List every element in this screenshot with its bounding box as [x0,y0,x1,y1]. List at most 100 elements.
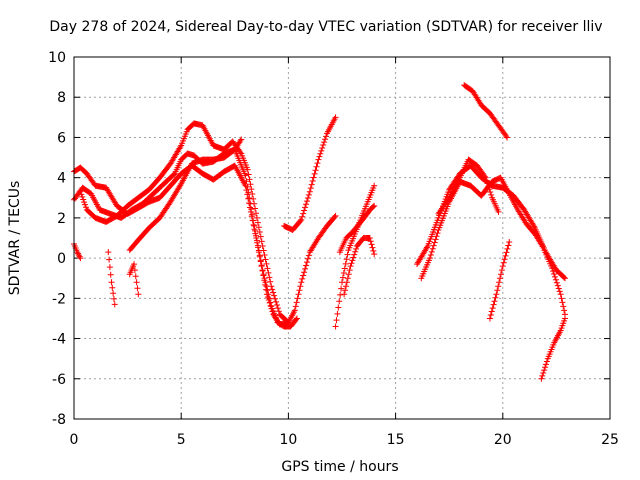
data-point [133,279,140,286]
data-point [543,358,550,365]
data-point [270,289,277,296]
data-point [497,275,504,282]
data-point [259,267,266,274]
data-point [78,191,85,198]
data-point [371,251,378,258]
data-point [261,275,268,282]
series-arc-12 [461,82,511,141]
data-point [265,269,272,276]
series-arc-1 [71,162,339,328]
data-point [550,268,557,275]
data-point [267,299,274,306]
data-point [303,201,310,208]
data-point [301,269,308,276]
data-point [320,142,327,149]
data-point [491,298,498,305]
data-point [135,291,142,298]
data-point [561,275,568,282]
data-point [248,186,255,193]
data-point [341,291,348,298]
series-arc-4 [126,136,245,254]
data-point [82,201,89,208]
data-point [299,213,306,220]
data-point [264,265,271,272]
data-point [553,279,560,286]
data-point [246,195,253,202]
data-point [348,260,355,267]
x-tick-label: 15 [387,432,405,448]
series-arc-16 [105,249,118,308]
data-point [248,206,255,213]
data-point [253,237,260,244]
data-point [345,271,352,278]
series-arc-11 [435,156,502,217]
data-point [294,295,301,302]
data-point [487,189,494,196]
data-point [554,282,561,289]
series-arc-13 [486,239,513,322]
data-point [483,177,490,184]
data-point [285,319,292,326]
data-point [237,137,244,144]
data-point [342,260,349,267]
data-point [371,202,378,209]
data-point [555,285,562,292]
x-axis-label: GPS time / hours [281,459,398,475]
data-point [253,214,260,221]
data-point [503,133,510,140]
data-point [316,153,323,160]
data-point [492,294,499,301]
data-point [106,256,113,263]
data-point [107,271,114,278]
data-point [250,217,257,224]
data-point [260,271,267,278]
y-tick-label: -4 [52,332,66,348]
data-point [339,274,346,281]
data-point [342,283,349,290]
data-point [271,292,278,299]
data-point [485,183,492,190]
data-point [253,232,260,239]
data-point [486,315,493,322]
data-point [335,304,342,311]
data-point [505,242,512,249]
data-point [303,262,310,269]
data-point [481,173,488,180]
data-point [300,272,307,279]
data-point [302,204,309,211]
data-point [244,183,251,190]
data-point [304,195,311,202]
data-point [506,239,513,246]
data-point [557,291,564,298]
data-point [264,294,271,301]
data-point [542,364,549,371]
data-point [370,247,377,254]
data-point [266,295,273,302]
x-tick-label: 0 [70,432,79,448]
data-point [340,270,347,277]
series-arc-5 [281,114,339,233]
data-point [299,275,306,282]
data-point [488,308,495,315]
data-point [542,361,549,368]
data-point [238,136,245,143]
series-arc-6 [332,182,378,330]
data-point [344,251,351,258]
data-point [349,257,356,264]
data-point [344,275,351,282]
data-point [243,178,250,185]
data-point [291,307,298,314]
data-point [262,256,269,263]
data-point [343,279,350,286]
data-point [427,251,434,258]
series-arc-14 [538,315,568,382]
y-tick-label: -2 [52,291,66,307]
data-point [561,274,568,281]
data-point [331,213,338,220]
data-point [251,200,258,207]
plot-frame [73,56,611,420]
data-point [106,264,113,271]
data-point [353,245,360,252]
data-point [539,372,546,379]
series-arc-8 [341,235,378,298]
